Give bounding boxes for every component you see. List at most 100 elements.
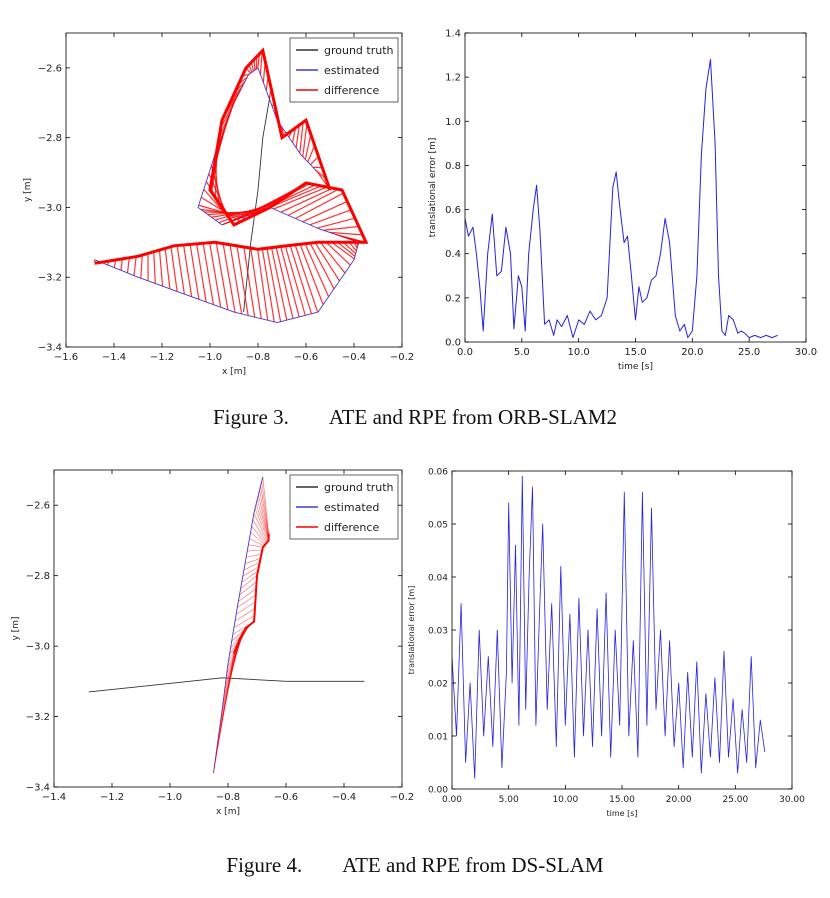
y-tick-label: −3.0 [26, 642, 50, 653]
difference-segment [252, 519, 267, 543]
estimated-line [213, 476, 264, 773]
difference-segment [250, 531, 266, 546]
difference-segment [266, 248, 282, 322]
y-axis-label: y [m] [11, 617, 21, 641]
x-tick-label: 15.0 [624, 347, 646, 358]
difference-segment [256, 499, 269, 539]
difference-segment [189, 244, 200, 300]
difference-segment [281, 126, 285, 137]
difference-segment [275, 246, 294, 319]
y-tick-label: −2.6 [26, 501, 50, 512]
x-tick-label: 25.0 [738, 347, 760, 358]
y-tick-label: 0.00 [428, 786, 448, 796]
difference-segment [133, 256, 137, 276]
difference-segment [284, 245, 306, 316]
difference-segment [289, 245, 313, 314]
difference-segment [343, 241, 357, 255]
x-tick-label: 0.0 [457, 347, 473, 358]
legend: ground truth estimated difference [289, 37, 399, 103]
x-tick-label: 25.00 [722, 795, 748, 805]
difference-segment [287, 188, 339, 216]
x-tick-label: −1.0 [158, 792, 182, 803]
difference-segment [329, 231, 363, 236]
ate-ds-panel: −1.4 −1.2 −1.0 −0.8 −0.6 −0.4 −0.2 −3.4 −3.2 −3.0… [0, 458, 415, 830]
plot-frame [464, 32, 807, 343]
difference-segment [250, 248, 262, 319]
ate-orb-panel: −1.6 −1.4 −1.2 −1.0 −0.8 −0.6 −0.4 −0.2 −3.4 −3.2… [0, 0, 415, 392]
difference-segment [302, 123, 308, 157]
y-tick-label: 0.0 [445, 338, 461, 349]
difference-segment [307, 145, 316, 163]
difference-segment [299, 244, 324, 305]
figure-4-text: ATE and RPE from DS-SLAM [342, 853, 604, 877]
difference-segment [302, 200, 348, 223]
difference-segment [234, 608, 256, 622]
x-tick-label: −1.4 [102, 352, 126, 363]
x-axis-label: time [s] [606, 809, 637, 818]
y-tick-label: 0.02 [428, 680, 448, 690]
y-tick-label: −2.8 [26, 571, 50, 582]
difference-segment [304, 243, 330, 297]
figure-4-number: Figure 4. [226, 853, 303, 877]
difference-segment [262, 477, 269, 534]
rpe-ds-chart: 0.00 5.00 10.00 15.00 20.00 25.00 30.00 0.00 0.0… [407, 468, 805, 819]
difference-segment [294, 244, 319, 313]
ground-truth-line [88, 677, 365, 693]
y-tick-label: −3.4 [26, 783, 50, 794]
difference-segment [243, 246, 256, 318]
difference-segment [233, 615, 255, 629]
legend-label: difference [324, 84, 379, 97]
difference-segment [176, 245, 185, 295]
plot-frame [65, 32, 403, 348]
difference-segment [202, 243, 215, 305]
x-axis-label: time [s] [618, 362, 653, 372]
legend-label: difference [324, 521, 379, 534]
y-tick-label: 0.01 [428, 733, 448, 743]
x-tick-label: −1.6 [54, 352, 78, 363]
x-tick-label: 15.00 [609, 795, 635, 805]
y-tick-label: 1.4 [445, 29, 461, 40]
difference-segment [237, 594, 256, 608]
difference-segment [309, 156, 319, 166]
difference-segment [273, 186, 328, 210]
difference-segment [317, 217, 356, 229]
difference-segment [240, 574, 258, 590]
difference-segment [164, 248, 171, 289]
legend: ground truth estimated difference [289, 474, 399, 540]
difference-segment [331, 241, 355, 260]
difference-segment [244, 557, 261, 564]
x-tick-label: 0.00 [442, 795, 462, 805]
difference-segment [120, 258, 123, 271]
rpe_ds-series-group [452, 475, 766, 779]
ground-truth-line [243, 95, 271, 313]
difference-segment [280, 187, 333, 213]
figure-3-text: ATE and RPE from ORB-SLAM2 [328, 405, 617, 429]
difference-segment [153, 251, 156, 284]
x-tick-label: 20.00 [666, 795, 692, 805]
difference-segment [261, 248, 275, 322]
y-tick-label: 0.6 [445, 205, 461, 216]
y-axis-label: translational error [m] [407, 586, 416, 675]
difference-line [94, 47, 369, 265]
difference-segment [183, 244, 193, 297]
y-tick-label: 0.4 [445, 249, 461, 260]
y-tick-label: 0.04 [428, 574, 448, 584]
difference-segment [291, 127, 297, 143]
figure-4-caption: Figure 4. ATE and RPE from DS-SLAM [0, 853, 830, 878]
difference-segment [323, 225, 359, 231]
y-tick-label: −2.8 [38, 133, 62, 144]
difference-segment [280, 246, 300, 318]
figure-3-caption: Figure 3. ATE and RPE from ORB-SLAM2 [0, 405, 830, 430]
x-tick-label: −1.0 [198, 352, 222, 363]
y-tick-label: −3.2 [26, 712, 50, 723]
x-tick-label: −0.4 [332, 792, 356, 803]
x-tick-label: −0.6 [274, 792, 298, 803]
x-axis-label: x [m] [222, 367, 246, 377]
figure-3-number: Figure 3. [213, 405, 289, 429]
y-tick-label: 0.8 [445, 161, 461, 172]
difference-segment [259, 490, 269, 537]
estimated-line [94, 67, 360, 324]
difference-segment [319, 241, 346, 274]
difference-segment [253, 513, 268, 542]
difference-line [232, 533, 270, 654]
